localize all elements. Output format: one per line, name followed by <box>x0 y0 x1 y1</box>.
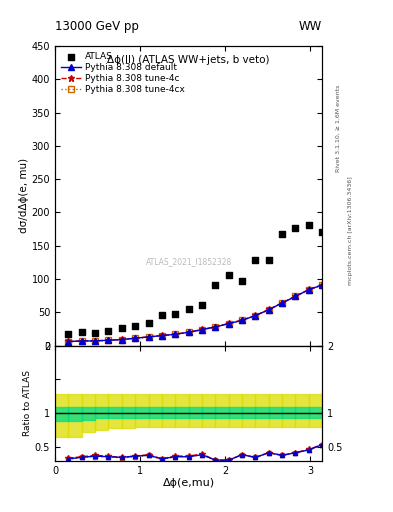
ATLAS <box>252 257 259 265</box>
Pythia 8.308 tune-4c <box>173 331 178 337</box>
Text: WW: WW <box>299 20 322 33</box>
Pythia 8.308 tune-4c <box>146 334 151 340</box>
X-axis label: Δϕ(e,mu): Δϕ(e,mu) <box>163 478 215 488</box>
ATLAS <box>279 230 285 238</box>
Pythia 8.308 tune-4c <box>119 336 124 343</box>
Line: Pythia 8.308 default: Pythia 8.308 default <box>66 282 325 345</box>
Pythia 8.308 default <box>93 338 97 344</box>
ATLAS <box>199 301 205 309</box>
Y-axis label: dσ/dΔϕ(e, mu): dσ/dΔϕ(e, mu) <box>19 158 29 233</box>
Pythia 8.308 default <box>133 335 138 342</box>
Pythia 8.308 tune-4cx <box>119 336 124 343</box>
ATLAS <box>132 322 138 330</box>
Pythia 8.308 tune-4cx <box>133 335 138 342</box>
ATLAS <box>306 221 312 229</box>
Pythia 8.308 default <box>173 331 178 337</box>
Pythia 8.308 tune-4cx <box>200 327 204 333</box>
Pythia 8.308 tune-4c <box>320 282 325 288</box>
Pythia 8.308 default <box>213 324 218 330</box>
Pythia 8.308 default <box>240 317 244 324</box>
Pythia 8.308 default <box>253 312 258 318</box>
Line: Pythia 8.308 tune-4cx: Pythia 8.308 tune-4cx <box>66 282 325 345</box>
ATLAS <box>92 329 98 337</box>
Pythia 8.308 tune-4c <box>93 338 97 344</box>
Pythia 8.308 tune-4cx <box>146 334 151 340</box>
Pythia 8.308 tune-4c <box>293 293 298 299</box>
Pythia 8.308 default <box>200 327 204 333</box>
Pythia 8.308 tune-4c <box>79 338 84 344</box>
Text: mcplots.cern.ch [arXiv:1306.3436]: mcplots.cern.ch [arXiv:1306.3436] <box>348 176 353 285</box>
Pythia 8.308 tune-4c <box>106 337 111 343</box>
Pythia 8.308 default <box>186 329 191 335</box>
ATLAS <box>226 271 232 279</box>
ATLAS <box>292 224 299 232</box>
ATLAS <box>65 330 72 338</box>
Line: Pythia 8.308 tune-4c: Pythia 8.308 tune-4c <box>65 282 325 345</box>
Pythia 8.308 default <box>293 293 298 300</box>
ATLAS <box>172 310 178 318</box>
Pythia 8.308 tune-4c <box>307 286 311 292</box>
Pythia 8.308 default <box>106 337 111 344</box>
ATLAS <box>239 277 245 285</box>
Pythia 8.308 default <box>226 321 231 327</box>
ATLAS <box>119 324 125 332</box>
Pythia 8.308 tune-4c <box>253 312 258 318</box>
ATLAS <box>319 228 325 237</box>
Legend: ATLAS, Pythia 8.308 default, Pythia 8.308 tune-4c, Pythia 8.308 tune-4cx: ATLAS, Pythia 8.308 default, Pythia 8.30… <box>59 51 187 96</box>
Pythia 8.308 tune-4cx <box>186 329 191 335</box>
Pythia 8.308 tune-4cx <box>106 337 111 344</box>
Pythia 8.308 tune-4cx <box>253 313 258 319</box>
Pythia 8.308 default <box>280 300 285 306</box>
Pythia 8.308 default <box>307 287 311 293</box>
ATLAS <box>105 327 112 335</box>
Pythia 8.308 tune-4c <box>240 317 244 323</box>
Pythia 8.308 default <box>66 338 71 345</box>
ATLAS <box>266 257 272 265</box>
Pythia 8.308 tune-4cx <box>320 282 325 288</box>
Pythia 8.308 tune-4cx <box>79 338 84 344</box>
Pythia 8.308 tune-4cx <box>66 338 71 345</box>
Pythia 8.308 tune-4c <box>226 321 231 327</box>
Pythia 8.308 default <box>119 336 124 343</box>
ATLAS <box>159 311 165 319</box>
Text: Δϕ(ll) (ATLAS WW+jets, b veto): Δϕ(ll) (ATLAS WW+jets, b veto) <box>107 55 270 65</box>
ATLAS <box>145 319 152 327</box>
Pythia 8.308 default <box>266 307 271 313</box>
Text: Rivet 3.1.10, ≥ 1.6M events: Rivet 3.1.10, ≥ 1.6M events <box>336 84 341 172</box>
ATLAS <box>79 328 85 336</box>
Text: 13000 GeV pp: 13000 GeV pp <box>55 20 139 33</box>
ATLAS <box>185 305 192 313</box>
Text: ATLAS_2021_I1852328: ATLAS_2021_I1852328 <box>145 257 232 266</box>
Pythia 8.308 tune-4cx <box>160 333 164 339</box>
Pythia 8.308 tune-4cx <box>293 293 298 300</box>
Pythia 8.308 default <box>146 334 151 340</box>
Pythia 8.308 tune-4c <box>213 324 218 330</box>
Pythia 8.308 tune-4c <box>200 327 204 333</box>
Pythia 8.308 default <box>160 333 164 339</box>
Pythia 8.308 tune-4c <box>280 300 285 306</box>
Pythia 8.308 tune-4cx <box>266 307 271 313</box>
Pythia 8.308 default <box>320 282 325 288</box>
Pythia 8.308 tune-4cx <box>240 317 244 324</box>
ATLAS <box>212 281 219 289</box>
Pythia 8.308 tune-4cx <box>173 331 178 337</box>
Pythia 8.308 tune-4c <box>66 338 71 345</box>
Pythia 8.308 tune-4c <box>186 329 191 335</box>
Pythia 8.308 tune-4cx <box>280 300 285 306</box>
Pythia 8.308 tune-4cx <box>213 324 218 330</box>
Pythia 8.308 tune-4c <box>266 306 271 312</box>
Pythia 8.308 tune-4cx <box>307 287 311 293</box>
Pythia 8.308 tune-4cx <box>93 338 97 344</box>
Y-axis label: Ratio to ATLAS: Ratio to ATLAS <box>23 370 32 436</box>
Pythia 8.308 tune-4cx <box>226 321 231 327</box>
Pythia 8.308 default <box>79 338 84 344</box>
Pythia 8.308 tune-4c <box>133 335 138 341</box>
Pythia 8.308 tune-4c <box>160 332 164 338</box>
